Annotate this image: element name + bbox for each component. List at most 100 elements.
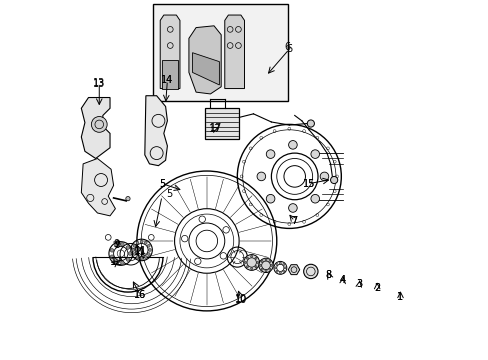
Circle shape — [140, 240, 142, 243]
Polygon shape — [144, 96, 167, 166]
Text: 16: 16 — [134, 290, 146, 300]
Bar — [204, 108, 239, 139]
Circle shape — [264, 259, 266, 261]
Circle shape — [121, 261, 124, 265]
Circle shape — [147, 253, 150, 256]
Circle shape — [310, 150, 319, 158]
Circle shape — [121, 243, 124, 246]
Circle shape — [126, 246, 129, 249]
Circle shape — [133, 253, 136, 256]
Circle shape — [250, 255, 252, 257]
Text: 12: 12 — [110, 257, 122, 267]
Text: 13: 13 — [93, 78, 105, 88]
Circle shape — [136, 256, 139, 258]
Circle shape — [279, 271, 281, 274]
Circle shape — [244, 255, 259, 270]
Circle shape — [91, 117, 107, 132]
Polygon shape — [81, 98, 110, 158]
Text: 3: 3 — [355, 279, 362, 289]
Text: 12: 12 — [111, 257, 123, 267]
Circle shape — [270, 264, 272, 266]
Circle shape — [274, 267, 276, 269]
Circle shape — [148, 248, 151, 251]
Circle shape — [268, 268, 270, 270]
Text: 2: 2 — [373, 283, 380, 293]
Text: 10: 10 — [234, 294, 246, 304]
Circle shape — [288, 204, 297, 212]
Polygon shape — [162, 60, 178, 89]
Circle shape — [140, 257, 142, 260]
Text: 4: 4 — [339, 275, 346, 285]
Circle shape — [128, 252, 132, 255]
Circle shape — [282, 264, 284, 266]
Polygon shape — [81, 158, 115, 216]
Text: 3: 3 — [355, 279, 362, 289]
Text: 8: 8 — [325, 270, 331, 280]
Text: 1: 1 — [397, 292, 403, 302]
Polygon shape — [287, 265, 299, 275]
Text: 6: 6 — [284, 42, 290, 52]
Circle shape — [303, 264, 317, 279]
Circle shape — [250, 267, 252, 270]
Polygon shape — [160, 15, 180, 89]
Text: 9: 9 — [113, 239, 119, 249]
Circle shape — [256, 261, 258, 264]
Text: 16: 16 — [134, 291, 146, 301]
Text: 13: 13 — [93, 79, 105, 89]
Text: 15: 15 — [302, 179, 315, 189]
Text: 6: 6 — [285, 44, 292, 54]
Circle shape — [136, 241, 139, 244]
Circle shape — [310, 194, 319, 203]
Circle shape — [261, 261, 263, 263]
Circle shape — [330, 176, 337, 184]
Circle shape — [320, 172, 328, 181]
Circle shape — [258, 258, 273, 273]
Circle shape — [132, 248, 135, 251]
Text: 14: 14 — [161, 75, 173, 85]
Circle shape — [114, 244, 118, 247]
Circle shape — [144, 256, 147, 258]
Text: 1: 1 — [397, 292, 403, 302]
Circle shape — [279, 262, 281, 264]
Text: 10: 10 — [234, 295, 246, 305]
Text: 2: 2 — [373, 283, 380, 293]
Circle shape — [125, 197, 130, 201]
Text: 9: 9 — [114, 239, 120, 249]
Polygon shape — [192, 53, 219, 85]
Text: 17: 17 — [208, 124, 221, 134]
Circle shape — [244, 261, 246, 264]
Text: 17: 17 — [209, 123, 222, 133]
Circle shape — [259, 264, 261, 266]
Circle shape — [306, 120, 314, 127]
Text: 7: 7 — [291, 216, 297, 226]
Text: 7: 7 — [291, 216, 297, 226]
Circle shape — [110, 248, 114, 252]
Circle shape — [133, 244, 136, 247]
Circle shape — [254, 257, 257, 259]
Polygon shape — [224, 15, 244, 89]
Bar — [153, 4, 287, 101]
Circle shape — [284, 267, 285, 269]
Text: 5: 5 — [166, 189, 172, 199]
Circle shape — [110, 255, 114, 258]
Circle shape — [275, 264, 278, 266]
Circle shape — [144, 241, 147, 244]
Circle shape — [266, 194, 274, 203]
Circle shape — [264, 270, 266, 272]
Circle shape — [126, 258, 129, 261]
Text: 5: 5 — [159, 179, 165, 189]
Circle shape — [254, 266, 257, 268]
Text: 8: 8 — [325, 270, 331, 280]
Text: 15: 15 — [302, 179, 315, 189]
Circle shape — [275, 270, 278, 272]
Polygon shape — [188, 26, 221, 94]
Circle shape — [257, 172, 265, 181]
Circle shape — [288, 140, 297, 149]
Text: 11: 11 — [135, 246, 147, 256]
Circle shape — [147, 244, 150, 247]
Circle shape — [268, 261, 270, 263]
Circle shape — [246, 266, 248, 268]
Circle shape — [246, 257, 248, 259]
Text: 4: 4 — [339, 275, 346, 285]
Circle shape — [114, 260, 118, 264]
